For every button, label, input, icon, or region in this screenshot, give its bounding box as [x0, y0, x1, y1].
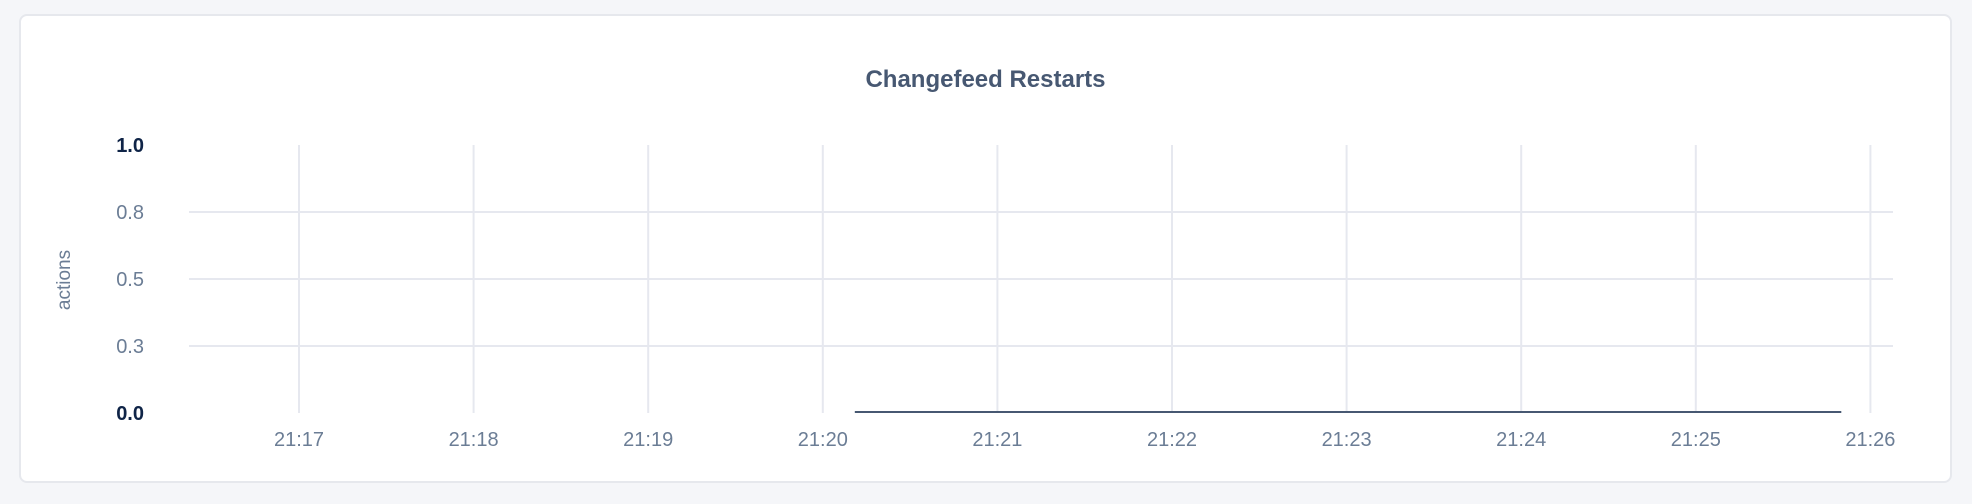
x-tick-label: 21:18: [449, 429, 499, 451]
y-tick-label: 0.3: [116, 336, 144, 358]
x-tick-label: 21:19: [623, 429, 673, 451]
x-tick-label: 21:21: [972, 429, 1022, 451]
y-tick-label: 0.0: [116, 403, 144, 425]
x-tick-label: 21:24: [1496, 429, 1546, 451]
y-tick-label: 0.5: [116, 269, 144, 291]
y-tick-label: 0.8: [116, 202, 144, 224]
x-tick-label: 21:17: [274, 429, 324, 451]
x-tick-label: 21:26: [1845, 429, 1895, 451]
x-tick-label: 21:22: [1147, 429, 1197, 451]
y-axis-label: actions: [54, 250, 75, 310]
y-tick-label: 1.0: [116, 135, 144, 157]
chart-title: Changefeed Restarts: [865, 66, 1106, 93]
x-tick-label: 21:25: [1671, 429, 1721, 451]
x-tick-label: 21:20: [798, 429, 848, 451]
chart-card: Changefeed Restarts: [19, 14, 1952, 483]
x-tick-label: 21:23: [1322, 429, 1372, 451]
